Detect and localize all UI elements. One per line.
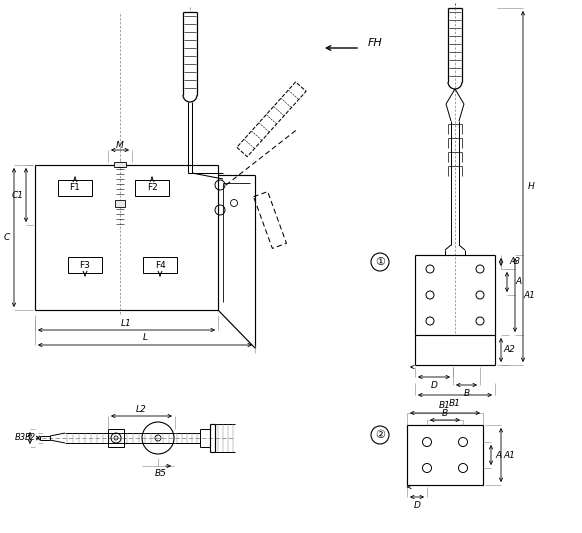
Bar — [108, 429, 124, 447]
Bar — [68, 257, 102, 273]
Text: F4: F4 — [155, 261, 165, 270]
Bar — [407, 425, 483, 485]
Text: B3: B3 — [15, 433, 26, 442]
Text: B: B — [463, 389, 470, 398]
Text: F3: F3 — [80, 261, 90, 270]
Text: M: M — [116, 141, 124, 149]
Text: D: D — [431, 381, 438, 390]
Text: C: C — [4, 233, 10, 242]
Text: L: L — [143, 333, 147, 342]
Bar — [135, 180, 169, 196]
Text: ②: ② — [375, 430, 385, 440]
Text: A: A — [496, 450, 502, 459]
Text: A1: A1 — [503, 450, 515, 459]
Bar — [115, 200, 125, 207]
Text: B1: B1 — [439, 400, 451, 409]
Text: B5: B5 — [155, 469, 167, 478]
Bar — [114, 162, 126, 167]
Text: F1: F1 — [70, 183, 80, 192]
Text: D: D — [414, 500, 420, 510]
Text: L1: L1 — [121, 319, 132, 327]
Text: B1: B1 — [449, 399, 461, 408]
Text: H: H — [528, 182, 534, 191]
Text: ①: ① — [375, 257, 385, 267]
Text: L2: L2 — [136, 406, 147, 415]
Text: A: A — [515, 278, 521, 287]
Bar — [143, 257, 177, 273]
Text: A3: A3 — [509, 256, 520, 265]
Text: B2: B2 — [24, 433, 36, 442]
Text: B: B — [442, 408, 448, 417]
Bar — [58, 180, 92, 196]
Text: F2: F2 — [147, 183, 157, 192]
Text: FH: FH — [368, 38, 383, 48]
Text: C1: C1 — [12, 190, 24, 199]
Text: A2: A2 — [503, 345, 515, 354]
Text: A1: A1 — [523, 290, 535, 300]
